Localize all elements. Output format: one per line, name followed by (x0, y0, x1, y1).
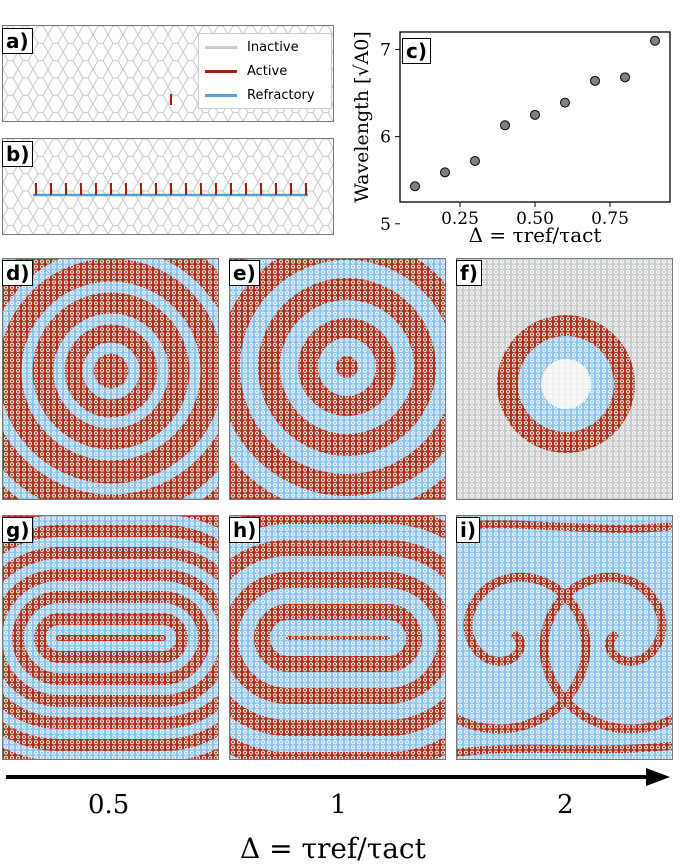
legend-label-refractory: Refractory (247, 87, 315, 103)
data-point (650, 35, 660, 46)
simulation-f (457, 259, 672, 499)
arrow-head-icon (646, 768, 670, 786)
y-tick-label: 7 (380, 40, 391, 60)
data-point (560, 97, 570, 108)
data-point (410, 181, 420, 192)
simulation-d (3, 259, 218, 499)
data-point (530, 109, 540, 120)
legend-item-active: Active (205, 62, 287, 80)
wavelength-chart: 0.25 0.50 0.75 5 6 7 Wavelength [√A0] Δ = τre… (351, 31, 671, 247)
panel-b (2, 138, 334, 235)
data-point (590, 75, 600, 86)
y-tick-label: 6 (380, 128, 391, 148)
hex-mesh (3, 516, 218, 759)
legend-label-inactive: Inactive (247, 39, 299, 55)
hex-mesh (230, 259, 445, 499)
delta-tick-3: 2 (557, 790, 574, 820)
data-point (440, 167, 450, 178)
panel-label-a: a) (2, 28, 33, 54)
legend-item-inactive: Inactive (205, 38, 299, 56)
simulation-h (230, 516, 445, 759)
legend-label-active: Active (247, 63, 288, 79)
panel-f (456, 258, 673, 500)
x-tick-label: 0.25 (441, 209, 479, 229)
panel-label-e: e) (229, 260, 260, 286)
panel-label-g: g) (2, 517, 34, 543)
legend-swatch-inactive (205, 45, 237, 49)
panel-label-d: d) (2, 260, 34, 286)
hex-mesh (457, 516, 672, 759)
delta-tick-2: 1 (330, 790, 347, 820)
hex-mesh (457, 259, 672, 499)
y-axis-label: Wavelength [√A0] (351, 31, 373, 203)
simulation-i (457, 516, 672, 759)
delta-arrow (6, 768, 670, 786)
delta-tick-1: 0.5 (88, 790, 130, 820)
panel-label-h: h) (229, 517, 261, 543)
panel-label-b: b) (2, 141, 34, 167)
y-tick-label: 5 (380, 215, 391, 235)
data-point (470, 156, 480, 167)
hex-mesh (3, 259, 218, 499)
data-point (620, 72, 630, 83)
panel-i (456, 515, 673, 760)
panel-h (229, 515, 446, 760)
x-tick-label: 0.75 (591, 209, 629, 229)
panel-e (229, 258, 446, 500)
delta-axis-label: Δ = τref/τact (240, 832, 426, 865)
wavefront-b (33, 183, 308, 197)
x-tick-label: 0.50 (516, 209, 554, 229)
panel-g (2, 515, 219, 760)
x-axis-label: Δ = τref/τact (469, 223, 602, 247)
hex-lattice-b (3, 139, 333, 234)
legend-swatch-refractory (205, 93, 237, 97)
panel-d (2, 258, 219, 500)
simulation-g (3, 516, 218, 759)
panel-label-f: f) (456, 260, 482, 286)
panel-label-c: c) (402, 38, 431, 64)
legend-item-refractory: Refractory (205, 86, 315, 104)
simulation-e (230, 259, 445, 499)
panel-label-i: i) (456, 517, 480, 543)
legend-swatch-active (205, 69, 237, 73)
hex-mesh (230, 516, 445, 759)
data-point (500, 120, 510, 131)
legend: Inactive Active Refractory (198, 33, 332, 109)
